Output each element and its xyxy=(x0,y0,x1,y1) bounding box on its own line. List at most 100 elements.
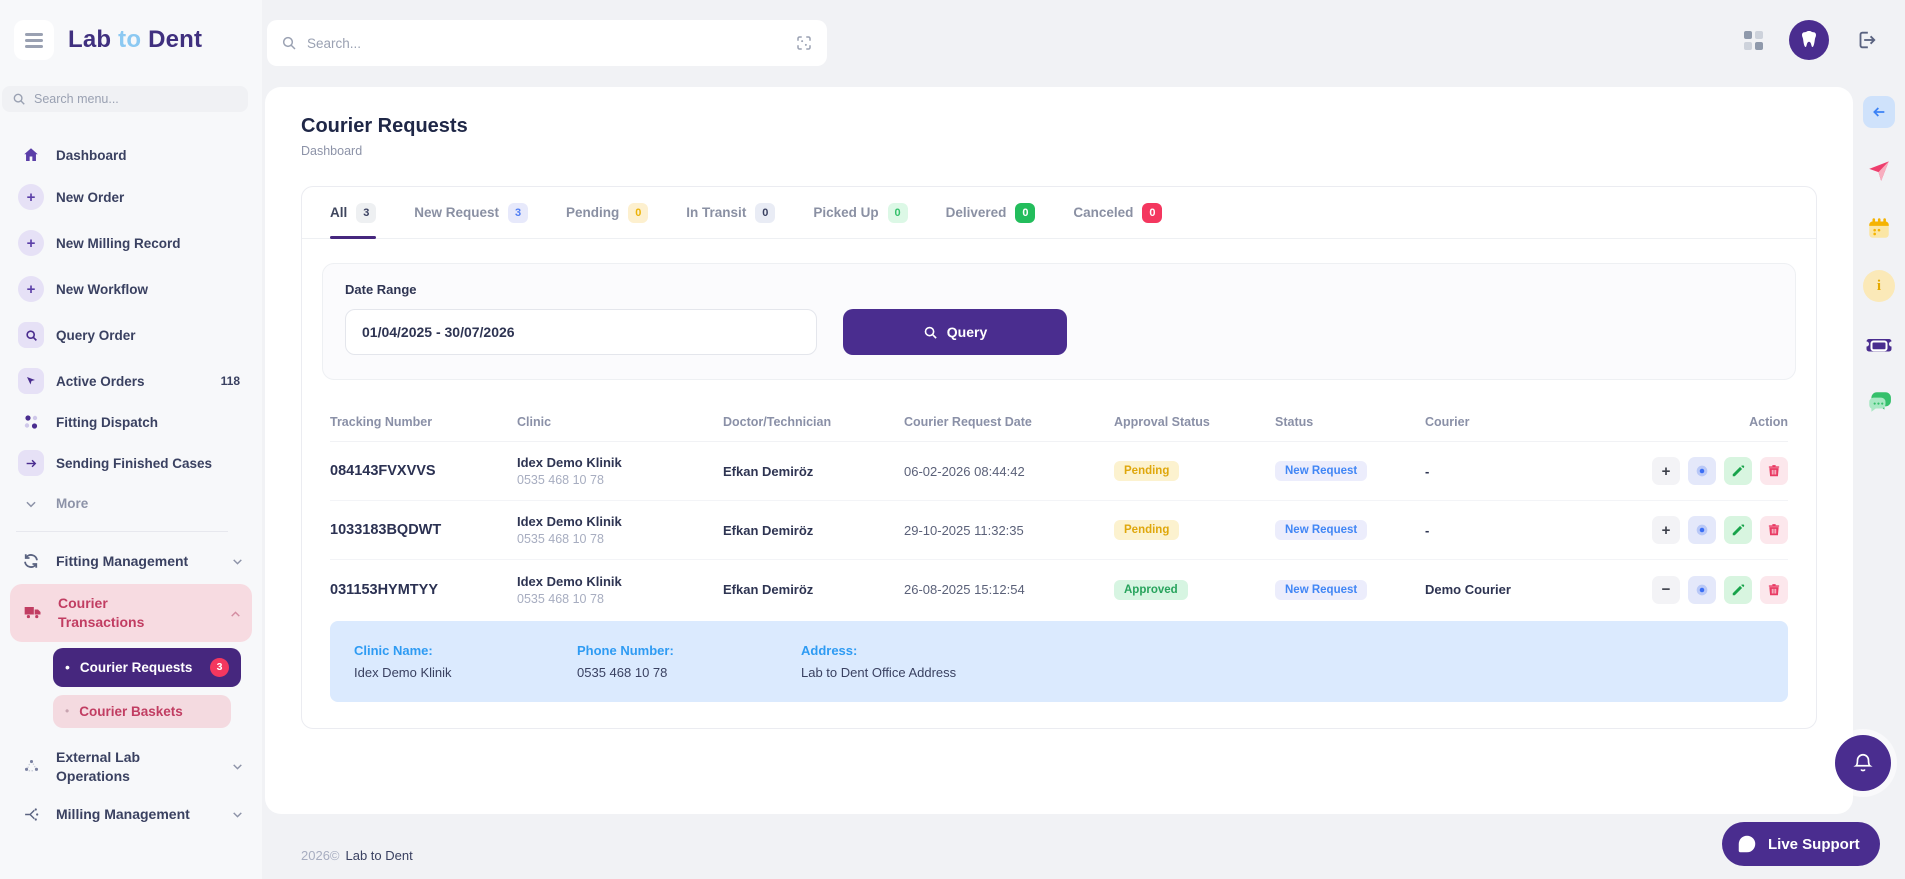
col-doctor: Doctor/Technician xyxy=(723,414,832,429)
doctor-name: Efkan Demiröz xyxy=(723,582,814,597)
tab-count-badge: 3 xyxy=(356,202,377,223)
edit-button[interactable] xyxy=(1724,457,1752,485)
arrow-right-icon xyxy=(18,450,44,476)
sidebar-group-fitting-management[interactable]: Fitting Management xyxy=(10,542,252,580)
detail-clinic-value: Idex Demo Klinik xyxy=(354,665,452,680)
sidebar-item-new-workflow[interactable]: + New Workflow xyxy=(10,266,252,312)
col-status: Status xyxy=(1275,414,1314,429)
edit-button[interactable] xyxy=(1724,516,1752,544)
info-icon[interactable]: i xyxy=(1863,270,1895,302)
courier-name: - xyxy=(1425,522,1430,538)
tab-in-transit[interactable]: In Transit 0 xyxy=(686,187,776,238)
chevron-down-icon xyxy=(18,497,44,511)
sidebar-divider xyxy=(16,531,228,532)
sidebar-item-dashboard[interactable]: Dashboard xyxy=(10,136,252,174)
sidebar-item-label: Courier Requests xyxy=(79,659,193,675)
menu-bars-icon[interactable] xyxy=(14,20,54,60)
chevron-up-icon xyxy=(229,608,242,621)
pencil-icon xyxy=(1732,583,1745,595)
avatar[interactable] xyxy=(1789,20,1829,60)
sidebar-item-fitting-dispatch[interactable]: Fitting Dispatch xyxy=(10,404,252,440)
tab-count-badge: 3 xyxy=(508,202,529,223)
plus-circle-icon: + xyxy=(18,230,44,256)
chevron-down-icon xyxy=(231,760,244,773)
chat-icon[interactable] xyxy=(1863,386,1895,418)
view-button[interactable] xyxy=(1688,575,1716,604)
date-filter-box: Date Range Query xyxy=(322,263,1796,380)
plus-circle-icon: + xyxy=(18,276,44,302)
logout-icon[interactable] xyxy=(1855,29,1877,51)
chat-bubble-icon xyxy=(1738,835,1756,853)
page-title: Courier Requests xyxy=(301,115,468,137)
delete-button[interactable] xyxy=(1760,457,1788,485)
sidebar-group-milling-management[interactable]: Milling Management xyxy=(10,796,252,833)
sidebar-group-external-lab-operations[interactable]: External Lab Operations xyxy=(10,738,252,796)
clinic-phone: 0535 468 10 78 xyxy=(517,532,604,546)
sidebar-item-sending-finished-cases[interactable]: Sending Finished Cases xyxy=(10,440,252,486)
tab-delivered[interactable]: Delivered 0 xyxy=(946,187,1036,238)
col-request-date: Courier Request Date xyxy=(904,414,1032,429)
live-support-button[interactable]: Live Support xyxy=(1722,822,1880,866)
col-action: Action xyxy=(1749,414,1788,429)
count-badge: 3 xyxy=(210,657,229,677)
table-row: 1033183BQDWT Idex Demo Klinik 0535 468 10… xyxy=(330,501,1788,560)
tracking-number: 031153HYMTYY xyxy=(330,581,439,598)
col-clinic: Clinic xyxy=(517,414,552,429)
tab-all[interactable]: All 3 xyxy=(330,187,377,239)
expand-row-button[interactable]: + xyxy=(1652,516,1680,544)
notifications-button[interactable] xyxy=(1835,735,1891,791)
bell-icon xyxy=(1853,754,1873,772)
sidebar-item-active-orders[interactable]: Active Orders 118 xyxy=(10,358,252,404)
scan-icon[interactable] xyxy=(795,34,813,52)
edit-button[interactable] xyxy=(1724,575,1752,604)
sidebar-item-courier-baskets[interactable]: • Courier Baskets xyxy=(53,694,231,728)
view-button[interactable] xyxy=(1688,457,1716,485)
sidebar-search xyxy=(2,86,248,112)
clinic-name: Idex Demo Klinik xyxy=(517,455,622,470)
collapse-arrow-icon[interactable] xyxy=(1863,96,1895,128)
trash-icon xyxy=(1768,524,1780,536)
tab-picked-up[interactable]: Picked Up 0 xyxy=(813,187,908,238)
sidebar-item-query-order[interactable]: Query Order xyxy=(10,312,252,358)
collapse-row-button[interactable]: − xyxy=(1652,575,1680,604)
tab-pending[interactable]: Pending 0 xyxy=(566,187,649,238)
detail-phone-value: 0535 468 10 78 xyxy=(577,665,668,680)
date-range-label: Date Range xyxy=(345,282,417,297)
sidebar-item-more[interactable]: More xyxy=(10,486,252,521)
send-plane-icon[interactable] xyxy=(1863,154,1895,186)
courier-name: - xyxy=(1425,463,1430,479)
apps-grid-icon[interactable] xyxy=(1744,30,1763,50)
status-tabs: All 3 New Request 3 Pending 0 In Transit… xyxy=(302,187,1816,239)
tab-new-request[interactable]: New Request 3 xyxy=(414,187,529,238)
view-button[interactable] xyxy=(1688,516,1716,544)
tab-canceled[interactable]: Canceled 0 xyxy=(1073,187,1163,238)
date-range-input[interactable] xyxy=(345,309,817,355)
sidebar-item-label: Active Orders xyxy=(56,373,145,389)
sidebar-item-new-order[interactable]: + New Order xyxy=(10,174,252,220)
expand-row-button[interactable]: + xyxy=(1652,457,1680,485)
request-date: 06-02-2026 08:44:42 xyxy=(904,463,1025,479)
request-date: 26-08-2025 15:12:54 xyxy=(904,582,1025,597)
active-orders-count: 118 xyxy=(220,374,240,388)
breadcrumb: Dashboard xyxy=(301,144,363,158)
eye-icon xyxy=(1696,584,1708,595)
tracking-number: 084143FVXVVS xyxy=(330,463,436,479)
bullet-icon: • xyxy=(65,704,70,719)
sidebar-search-input[interactable] xyxy=(34,92,204,106)
calendar-icon[interactable] xyxy=(1863,212,1895,244)
global-search xyxy=(267,20,827,66)
sidebar-item-new-milling-record[interactable]: + New Milling Record xyxy=(10,220,252,266)
footer: 2026© Lab to Dent xyxy=(301,848,413,863)
delete-button[interactable] xyxy=(1760,575,1788,604)
pencil-icon xyxy=(1732,465,1745,477)
query-button[interactable]: Query xyxy=(843,309,1067,355)
delete-button[interactable] xyxy=(1760,516,1788,544)
sidebar-item-label: Courier Baskets xyxy=(79,703,183,719)
sidebar-group-courier-transactions[interactable]: Courier Transactions xyxy=(10,584,252,642)
courier-requests-table: Tracking Number Clinic Doctor/Technician… xyxy=(302,402,1816,728)
sidebar-item-courier-requests[interactable]: • Courier Requests 3 xyxy=(53,647,241,687)
plus-circle-icon: + xyxy=(18,184,44,210)
eye-icon xyxy=(1696,524,1708,536)
ticket-icon[interactable] xyxy=(1863,328,1895,360)
global-search-input[interactable] xyxy=(307,35,785,51)
